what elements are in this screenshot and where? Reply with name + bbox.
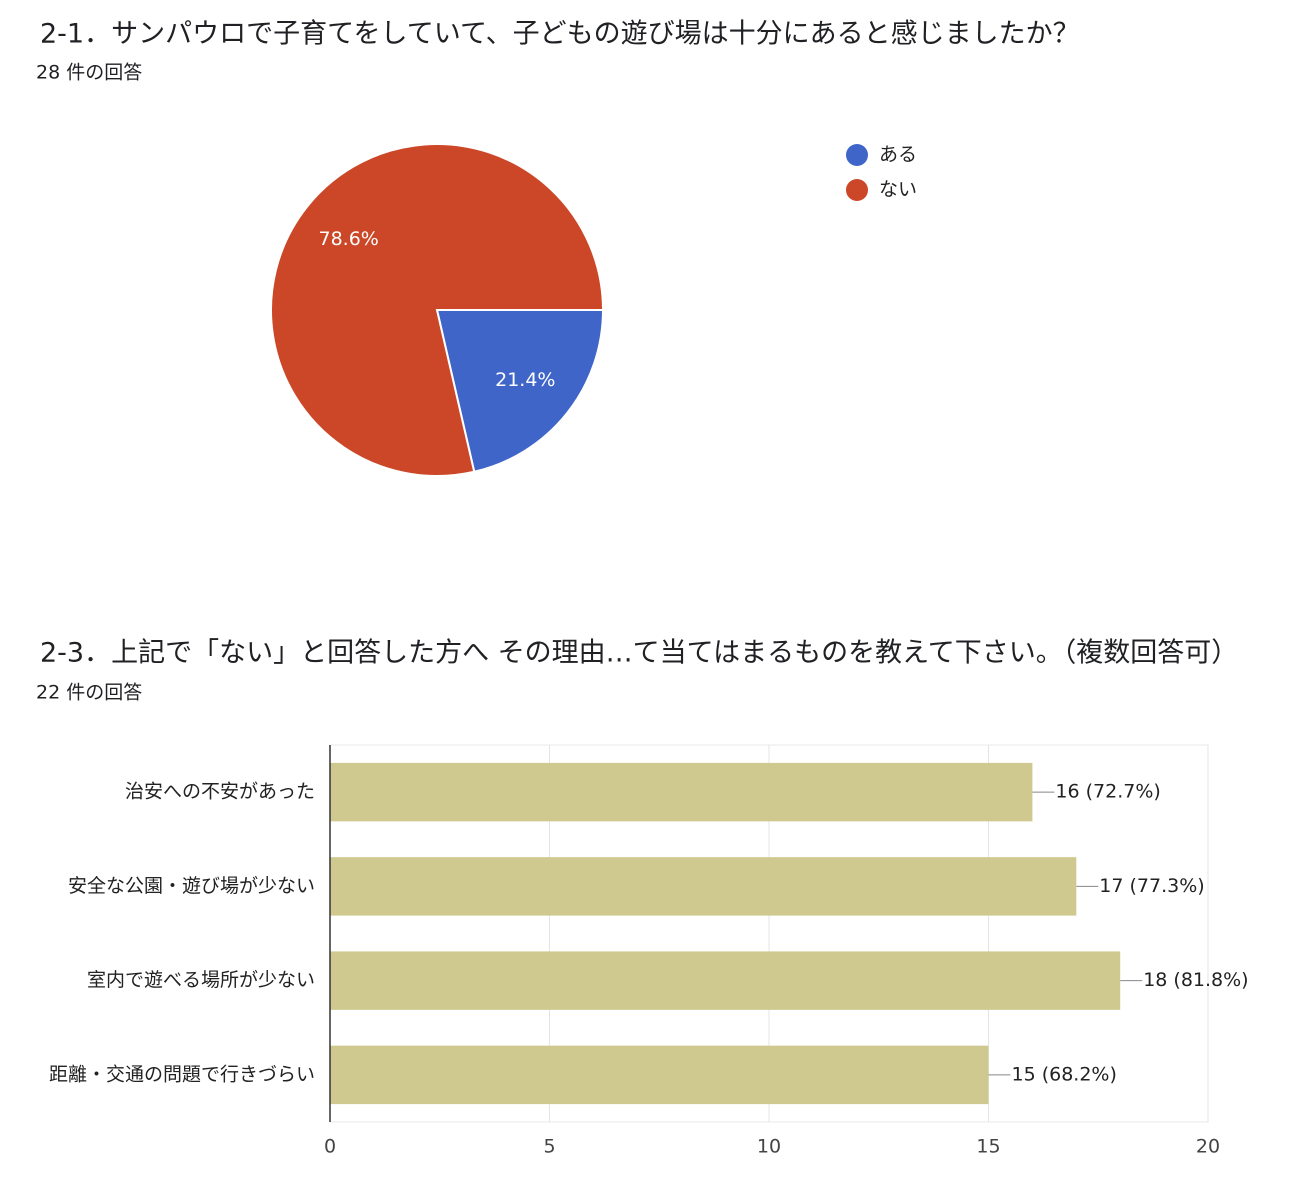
pie-slice xyxy=(270,143,605,477)
legend-label: ない xyxy=(879,179,917,201)
y-tick-label: 距離・交通の問題で行きづらい xyxy=(49,1063,315,1085)
x-tick-label: 15 xyxy=(976,1136,1000,1158)
bar-label: 18 (81.8%) xyxy=(1143,969,1248,991)
legend-swatch xyxy=(846,179,868,201)
bar xyxy=(330,1045,989,1105)
bar xyxy=(330,762,1033,822)
bar-label: 16 (72.7%) xyxy=(1055,781,1160,803)
legend-label: ある xyxy=(879,144,917,166)
bar-label: 17 (77.3%) xyxy=(1099,875,1204,897)
bar xyxy=(330,857,1077,916)
y-tick-label: 安全な公園・遊び場が少ない xyxy=(68,875,315,897)
bar-label: 15 (68.2%) xyxy=(1012,1063,1117,1085)
x-tick-label: 10 xyxy=(757,1136,781,1158)
x-tick-label: 5 xyxy=(543,1136,555,1158)
y-tick-label: 室内で遊べる場所が少ない xyxy=(87,969,315,991)
x-tick-label: 0 xyxy=(324,1136,336,1158)
slice-label: 21.4% xyxy=(495,369,555,391)
chart-title: 2-1．サンパウロで子育てをしていて、子どもの遊び場は十分にあると感じましたか？ xyxy=(40,19,1080,50)
x-tick-label: 20 xyxy=(1196,1136,1220,1158)
chart-title: 2-3．上記で「ない」と回答した方へ その理由…て当てはまるものを教えて下さい。… xyxy=(40,638,1238,669)
legend-swatch xyxy=(846,144,868,166)
chart-subtitle: 22 件の回答 xyxy=(36,682,142,704)
pie-slice xyxy=(435,309,605,473)
y-tick-label: 治安への不安があった xyxy=(125,781,315,803)
chart-subtitle: 28 件の回答 xyxy=(36,62,142,84)
bar xyxy=(330,951,1121,1010)
slice-label: 78.6% xyxy=(319,228,379,250)
